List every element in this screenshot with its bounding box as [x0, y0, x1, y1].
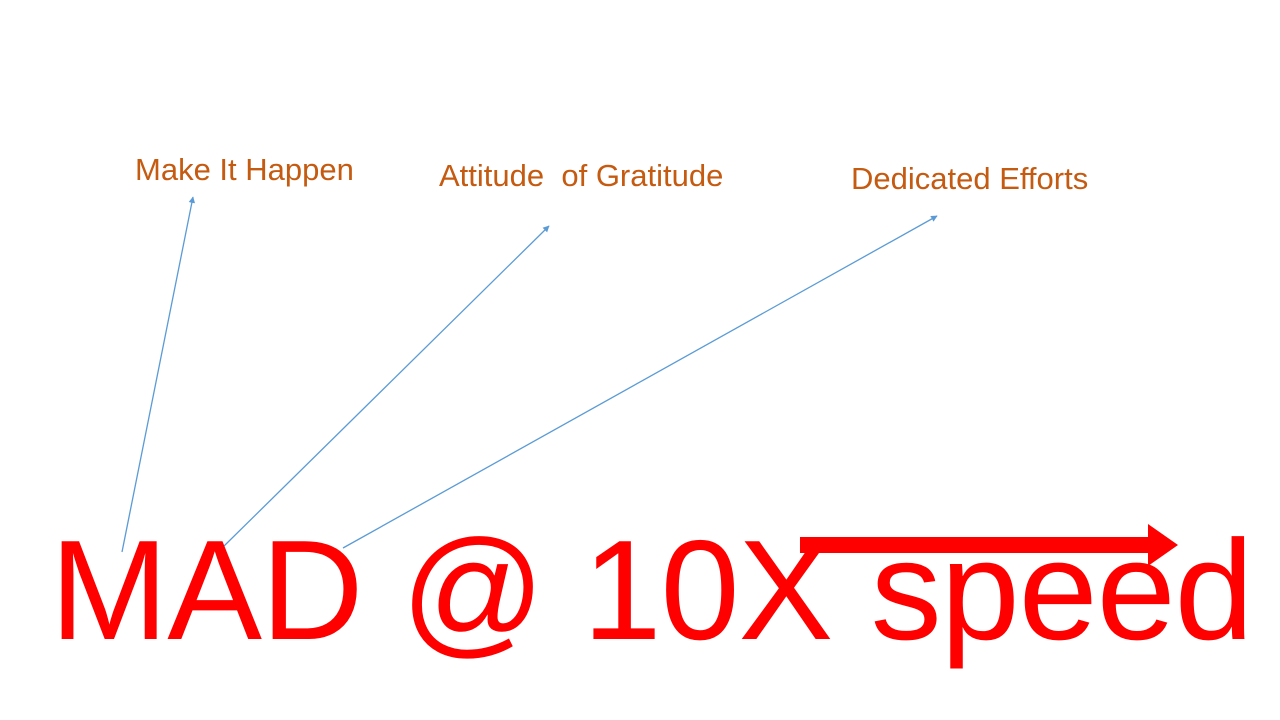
connector-arrow-d — [342, 215, 938, 549]
headline: MAD @ 10X speed — [50, 511, 1254, 670]
label-dedicated-efforts: Dedicated Efforts — [851, 161, 1089, 196]
speed-arrow-head — [1148, 524, 1178, 566]
connector-arrow-a — [221, 225, 550, 549]
speed-arrow-shaft — [800, 537, 1150, 553]
label-attitude-of-gratitude: Attitude of Gratitude — [439, 158, 724, 193]
speed-arrow — [800, 524, 1178, 566]
label-make-it-happen: Make It Happen — [135, 152, 354, 187]
connector-arrow-m — [121, 196, 196, 553]
